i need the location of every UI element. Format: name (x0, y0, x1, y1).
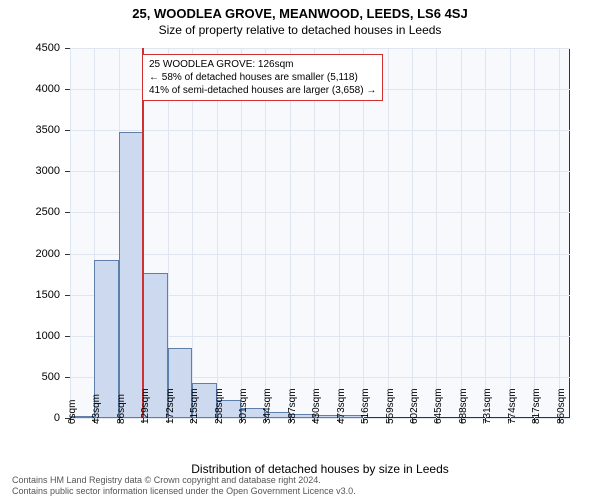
y-tick-mark (65, 377, 70, 378)
y-tick-mark (65, 336, 70, 337)
y-tick-label: 4000 (0, 83, 60, 95)
footer-attribution: Contains HM Land Registry data © Crown c… (12, 475, 356, 497)
y-tick-label: 4500 (0, 42, 60, 54)
grid-line (534, 48, 535, 418)
chart-container: 25, WOODLEA GROVE, MEANWOOD, LEEDS, LS6 … (0, 0, 600, 500)
y-tick-mark (65, 48, 70, 49)
y-tick-mark (65, 130, 70, 131)
y-tick-label: 3000 (0, 165, 60, 177)
x-axis-label: Distribution of detached houses by size … (70, 462, 570, 476)
y-tick-label: 1000 (0, 330, 60, 342)
footer-line2: Contains public sector information licen… (12, 486, 356, 497)
grid-line (388, 48, 389, 418)
grid-line (412, 48, 413, 418)
annotation-line2: ← 58% of detached houses are smaller (5,… (149, 71, 376, 84)
annotation-line1: 25 WOODLEA GROVE: 126sqm (149, 58, 376, 71)
y-tick-mark (65, 212, 70, 213)
grid-line (70, 171, 570, 172)
grid-line (70, 48, 71, 418)
plot-area: 25 WOODLEA GROVE: 126sqm ← 58% of detach… (70, 48, 570, 418)
grid-line (363, 48, 364, 418)
y-tick-mark (65, 171, 70, 172)
grid-line (265, 48, 266, 418)
grid-line (192, 48, 193, 418)
grid-line (70, 254, 570, 255)
grid-line (339, 48, 340, 418)
grid-line (461, 48, 462, 418)
grid-line (436, 48, 437, 418)
grid-line (70, 48, 570, 49)
y-tick-label: 3500 (0, 124, 60, 136)
grid-line (559, 48, 560, 418)
grid-line (217, 48, 218, 418)
y-tick-mark (65, 89, 70, 90)
y-tick-label: 2000 (0, 248, 60, 260)
y-tick-label: 0 (0, 412, 60, 424)
y-tick-mark (65, 254, 70, 255)
chart-subtitle: Size of property relative to detached ho… (0, 21, 600, 37)
grid-line (241, 48, 242, 418)
grid-line (485, 48, 486, 418)
grid-line (70, 130, 570, 131)
y-tick-label: 2500 (0, 206, 60, 218)
y-tick-label: 1500 (0, 289, 60, 301)
y-tick-mark (65, 295, 70, 296)
y-tick-label: 500 (0, 371, 60, 383)
footer-line1: Contains HM Land Registry data © Crown c… (12, 475, 356, 486)
chart-title: 25, WOODLEA GROVE, MEANWOOD, LEEDS, LS6 … (0, 0, 600, 21)
reference-line (142, 48, 144, 418)
histogram-bar (119, 132, 143, 418)
grid-line (70, 212, 570, 213)
grid-line (314, 48, 315, 418)
annotation-box: 25 WOODLEA GROVE: 126sqm ← 58% of detach… (142, 54, 383, 101)
annotation-line3: 41% of semi-detached houses are larger (… (149, 84, 376, 97)
grid-line (290, 48, 291, 418)
grid-line (510, 48, 511, 418)
